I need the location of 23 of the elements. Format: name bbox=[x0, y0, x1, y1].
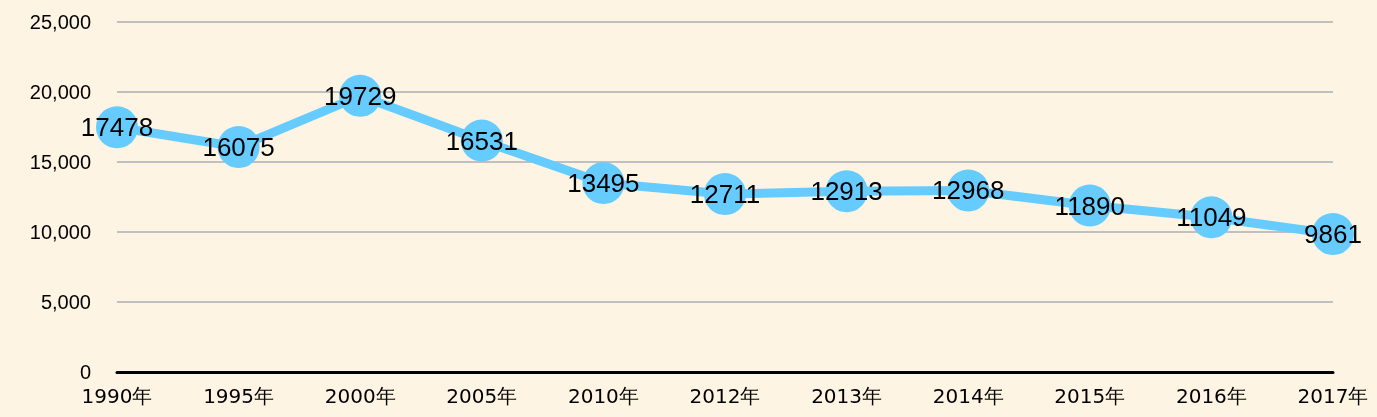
y-tick-label: 5,000 bbox=[40, 291, 91, 313]
y-tick-label: 20,000 bbox=[29, 81, 91, 103]
x-tick-label: 2000年 bbox=[324, 384, 396, 408]
data-label: 12913 bbox=[810, 176, 883, 207]
data-label: 11049 bbox=[1176, 202, 1247, 233]
x-tick-label: 2015年 bbox=[1054, 384, 1126, 408]
x-tick-label: 2013年 bbox=[811, 384, 883, 408]
y-tick-label: 0 bbox=[79, 361, 91, 383]
data-label: 19729 bbox=[324, 80, 397, 111]
data-label: 11890 bbox=[1054, 190, 1125, 221]
y-tick-label: 10,000 bbox=[29, 221, 91, 243]
x-tick-label: 2014年 bbox=[932, 384, 1004, 408]
x-tick-label: 2017年 bbox=[1297, 384, 1369, 408]
x-tick-label: 1995年 bbox=[203, 384, 275, 408]
y-tick-label: 25,000 bbox=[29, 11, 91, 33]
x-tick-label: 2010年 bbox=[567, 384, 639, 408]
data-label: 12968 bbox=[932, 175, 1005, 206]
x-tick-label: 2016年 bbox=[1175, 384, 1247, 408]
x-tick-label: 2005年 bbox=[446, 384, 518, 408]
x-tick-label: 1990年 bbox=[81, 384, 153, 408]
x-tick-label: 2012年 bbox=[689, 384, 761, 408]
y-tick-label: 15,000 bbox=[29, 151, 91, 173]
data-label: 12711 bbox=[689, 179, 761, 210]
